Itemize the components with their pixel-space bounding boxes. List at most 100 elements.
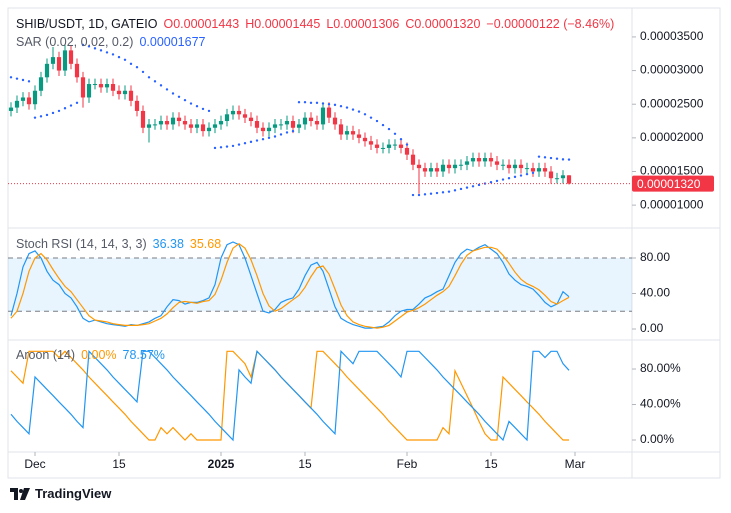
sar-dot [393,132,397,136]
candle-body [356,134,362,138]
candle-body [98,84,104,88]
sar-dot [207,109,211,113]
candle-body [152,124,158,126]
candle-body [170,117,176,125]
aroon-legend: Aroon (14) 0.00% 78.57% [16,348,165,362]
sar-dot [159,84,163,87]
sar-dot [537,155,541,158]
sar-dot [363,113,367,116]
x-tick-label: 15 [112,457,126,471]
candle-body [290,121,296,128]
sar-dot [435,191,439,195]
candle-body [20,97,26,101]
sar-dot [267,136,271,140]
candle-body [296,124,302,128]
logo [10,487,30,500]
sar-dot [81,43,85,47]
legend-value: 36.38 [152,237,184,251]
sar-dot [459,187,463,191]
candle-body [248,117,254,122]
candle-body [116,90,122,95]
sar-dot [567,158,571,161]
stoch-legend: Stoch RSI (14, 14, 3, 3) 36.38 35.68 [16,237,221,251]
candle-body [512,164,518,169]
ohlc-value: 0.00001443 [173,17,240,31]
brand: TradingView [35,486,112,501]
sar-dot [315,101,319,105]
y-tick-label: 40.00 [640,286,670,300]
candle-body [38,77,44,91]
sar-dot [39,115,43,118]
sar-dot [237,143,241,146]
sar-dot [195,105,199,108]
candle-body [254,121,260,128]
candle-body [410,154,416,165]
sar-dot [135,66,139,69]
candle-body [128,90,134,101]
candle-body [92,84,98,86]
candle-body [422,168,428,172]
candle-body [224,114,230,122]
candle-body [368,141,374,145]
indicator-line [10,241,570,329]
sar-dot [45,113,49,117]
frame [7,7,721,479]
sar-dot [345,106,349,109]
candle-body [50,57,56,64]
y-tick-label: 80.00% [640,361,681,375]
candle-body [470,158,476,162]
sar-dot [555,157,559,160]
sar-dot [303,100,307,104]
candle-body [110,84,116,91]
candle-body [266,127,272,132]
x-tick-label: 15 [484,457,498,471]
candle-body [74,63,80,78]
candle-body [56,57,62,71]
candle-body [494,161,500,165]
last-price-tag [632,175,714,192]
indicator-line [10,243,570,329]
sar-dot [21,78,25,82]
x-tick-label: Dec [24,457,45,471]
candle-body [314,121,320,125]
sar-dot [153,80,157,83]
candle-body [104,84,110,88]
candle-body [62,50,68,71]
candle-body [554,178,560,180]
sar-dot [309,101,313,105]
sar-dot [147,76,151,79]
candle-body [518,164,524,169]
sar-dot [27,80,31,83]
last-price-label: 0.00001320 [637,177,701,191]
footer: TradingView [10,486,111,501]
candle-body [80,77,86,98]
y-tick-label: 40.00% [640,397,681,411]
candle-body [26,97,32,105]
sar-dot [165,88,169,91]
candle-body [206,127,212,132]
ohlc-label: L [326,17,334,31]
sar-dot [213,146,217,150]
candle-body [350,131,356,135]
candle-body [236,110,242,115]
y-tick-label: 0.00002500 [640,96,704,110]
candle-body [230,110,236,115]
sar-dot [357,110,361,113]
sar-dot [15,77,19,80]
sar-dot [339,105,343,108]
sar-legend: SAR (0.02, 0.02, 0.2) 0.00001677 [16,35,205,49]
x-tick-label: Mar [565,457,586,471]
x-tick-label: 15 [298,457,312,471]
ohlc-label: O [163,17,174,31]
y-tick-label: 0.00001500 [640,164,704,178]
candle-body [392,144,398,146]
legend-title: Aroon (14) [16,348,76,362]
sar-dot [249,140,253,144]
ohlc-value: 0.00001306 [333,17,400,31]
candle-body [566,175,572,184]
sar-dot [219,146,223,149]
symbol: SHIB/USDT, 1D, GATEIO [16,17,158,31]
candle-body [326,107,332,118]
sar-dot [513,175,517,179]
